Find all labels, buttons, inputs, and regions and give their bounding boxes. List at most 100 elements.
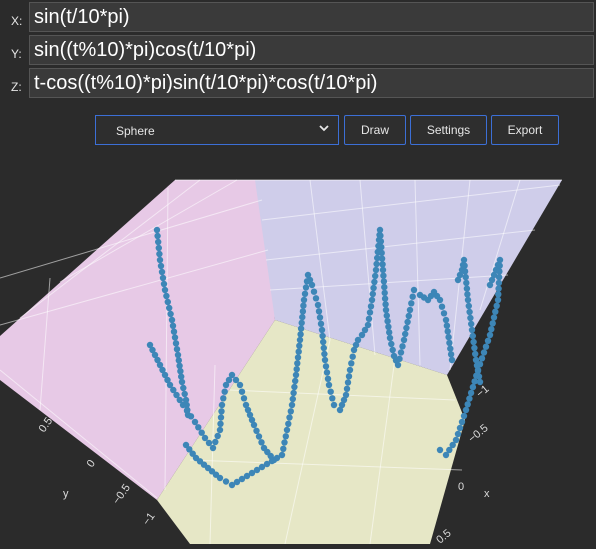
- x-expression-input[interactable]: [29, 2, 594, 32]
- data-point: [218, 401, 226, 409]
- data-point: [380, 278, 388, 285]
- data-point: [404, 318, 411, 326]
- data-point: [316, 314, 324, 321]
- data-point: [248, 469, 256, 477]
- data-point: [399, 343, 406, 350]
- x-expression-label: X:: [11, 14, 23, 28]
- y-axis-label: y: [63, 488, 69, 500]
- x-axis-label: x: [484, 488, 490, 500]
- data-point: [191, 418, 199, 426]
- data-point: [321, 350, 328, 358]
- data-point: [340, 396, 348, 404]
- z-expression-input[interactable]: [29, 68, 594, 98]
- plot-canvas[interactable]: 0.5 0 −0.5 −1 y −1 −0.5 0 0.5 x: [0, 160, 596, 546]
- data-point: [182, 396, 190, 404]
- data-point: [169, 322, 177, 329]
- data-point: [478, 355, 486, 362]
- data-point: [175, 357, 182, 364]
- data-point: [166, 381, 174, 389]
- data-point: [366, 309, 374, 316]
- data-point: [467, 314, 474, 322]
- data-point: [381, 283, 388, 291]
- data-point: [460, 412, 468, 420]
- data-point: [397, 349, 405, 356]
- data-point: [168, 316, 176, 324]
- data-point: [155, 244, 162, 252]
- shape-select[interactable]: Sphere: [95, 115, 339, 145]
- data-point: [201, 434, 209, 442]
- data-point: [292, 377, 299, 385]
- data-point: [436, 446, 444, 454]
- data-point: [212, 438, 219, 446]
- data-point: [365, 315, 373, 322]
- data-point: [378, 255, 386, 262]
- data-point: [446, 339, 453, 347]
- data-point: [174, 351, 182, 359]
- data-point: [220, 395, 227, 402]
- data-point: [278, 451, 286, 459]
- data-point: [286, 414, 293, 421]
- data-point: [149, 346, 156, 354]
- data-point: [343, 385, 351, 392]
- data-point: [469, 332, 476, 340]
- data-point: [405, 312, 412, 320]
- data-point: [386, 334, 394, 342]
- data-point: [373, 260, 380, 268]
- data-point: [258, 439, 265, 446]
- data-point: [336, 406, 344, 414]
- data-point: [471, 378, 478, 385]
- data-point: [445, 333, 452, 341]
- data-point: [281, 439, 288, 446]
- draw-button[interactable]: Draw: [344, 115, 406, 145]
- data-point: [472, 356, 480, 364]
- export-button[interactable]: Export: [491, 115, 559, 145]
- data-point: [369, 290, 376, 298]
- data-point: [238, 388, 246, 395]
- data-point: [352, 341, 360, 349]
- data-point: [302, 284, 310, 291]
- toolbar: Sphere Draw Settings Export: [0, 115, 596, 145]
- data-point: [250, 421, 258, 429]
- data-point: [394, 361, 402, 369]
- data-point: [467, 389, 475, 397]
- data-point: [480, 349, 488, 356]
- y-tick-label: −0.5: [111, 482, 133, 507]
- data-point: [233, 478, 241, 486]
- data-point: [315, 308, 323, 315]
- data-point: [180, 384, 187, 392]
- data-point: [300, 296, 308, 304]
- data-point: [160, 280, 168, 288]
- data-point: [409, 293, 416, 300]
- data-point: [456, 424, 464, 432]
- data-point: [464, 401, 471, 408]
- data-point: [403, 324, 410, 332]
- x-tick-label: −1: [474, 383, 491, 400]
- settings-button[interactable]: Settings: [410, 115, 487, 145]
- data-point: [379, 266, 387, 274]
- data-point: [187, 413, 195, 420]
- data-point: [325, 381, 333, 389]
- data-point: [218, 408, 225, 415]
- data-point: [151, 351, 159, 359]
- data-point: [177, 368, 184, 375]
- data-point: [228, 481, 236, 489]
- data-point: [273, 454, 281, 462]
- y-expression-input[interactable]: [29, 35, 594, 65]
- data-point: [377, 232, 384, 239]
- shape-select-value: Sphere: [116, 124, 155, 138]
- data-point: [253, 427, 260, 434]
- data-point: [183, 407, 191, 414]
- data-point: [496, 262, 503, 269]
- data-point: [173, 391, 180, 399]
- plot-area[interactable]: 0.5 0 −0.5 −1 y −1 −0.5 0 0.5 x: [0, 160, 596, 546]
- data-point: [222, 478, 230, 485]
- data-point: [462, 406, 470, 414]
- data-point: [222, 381, 230, 389]
- left-wall: [0, 180, 275, 500]
- data-point: [490, 314, 498, 321]
- data-point: [474, 366, 482, 374]
- data-point: [381, 295, 389, 302]
- chevron-down-icon: [319, 125, 329, 132]
- data-point: [442, 451, 450, 459]
- data-point: [323, 369, 331, 376]
